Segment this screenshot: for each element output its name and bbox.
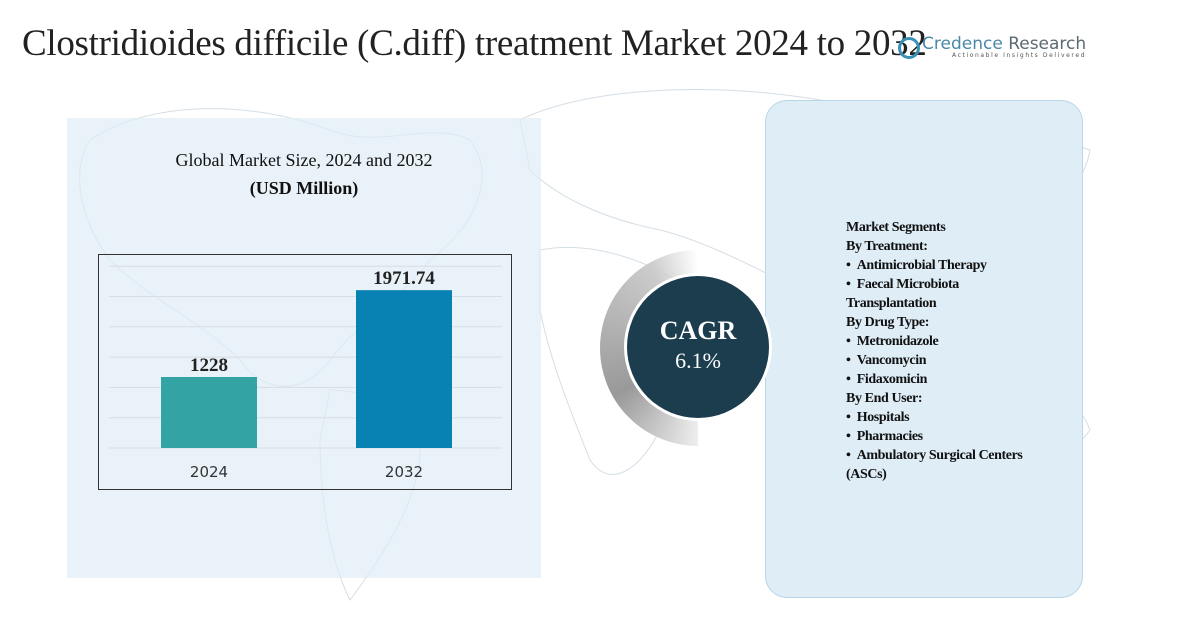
logo-name: Credence <box>922 34 1003 54</box>
page-title: Clostridioides difficile (C.diff) treatm… <box>22 23 927 64</box>
segment-group-title: By End User: <box>846 391 923 406</box>
data-label-2032: 1971.74 <box>373 268 435 289</box>
segment-group-title: By Treatment: <box>846 239 928 254</box>
x-tick-label-2032: 2032 <box>385 463 423 481</box>
segment-item: • Faecal Microbiota Transplantation <box>846 277 959 311</box>
data-label-2024: 1228 <box>190 355 228 376</box>
segment-item: • Antimicrobial Therapy <box>846 258 987 273</box>
segments-heading: Market Segments <box>846 220 946 235</box>
segment-item: • Metronidazole <box>846 334 939 349</box>
bar-2032 <box>356 290 452 448</box>
segment-group-title: By Drug Type: <box>846 315 929 330</box>
bar-chart-svg: 1228 2024 1971.74 2032 <box>109 265 502 481</box>
cagr-badge: CAGR 6.1% <box>627 276 769 418</box>
cagr-value: 6.1% <box>675 348 721 373</box>
x-tick-label-2024: 2024 <box>190 463 228 481</box>
segment-item: • Ambulatory Surgical Centers (ASCs) <box>846 448 1023 482</box>
logo-tagline: Actionable Insights Delivered <box>952 52 1087 59</box>
segments-panel <box>765 100 1083 598</box>
market-size-panel <box>67 118 541 578</box>
market-segments-list: Market Segments By Treatment: • Antimicr… <box>846 218 1056 484</box>
logo-name-b: Research <box>1008 34 1087 54</box>
cagr-label: CAGR <box>659 316 737 345</box>
bar-2024 <box>161 377 257 448</box>
logo-icon <box>898 36 920 59</box>
credence-research-logo: Credence Research Actionable Insights De… <box>898 36 1086 59</box>
segment-item: • Vancomycin <box>846 353 927 368</box>
segment-item: • Fidaxomicin <box>846 372 927 387</box>
segment-item: • Pharmacies <box>846 429 923 444</box>
segment-item: • Hospitals <box>846 410 910 425</box>
bar-chart: 1228 2024 1971.74 2032 <box>98 254 512 490</box>
chart-title: Global Market Size, 2024 and 2032 <box>175 150 433 170</box>
chart-subtitle: (USD Million) <box>249 178 359 198</box>
